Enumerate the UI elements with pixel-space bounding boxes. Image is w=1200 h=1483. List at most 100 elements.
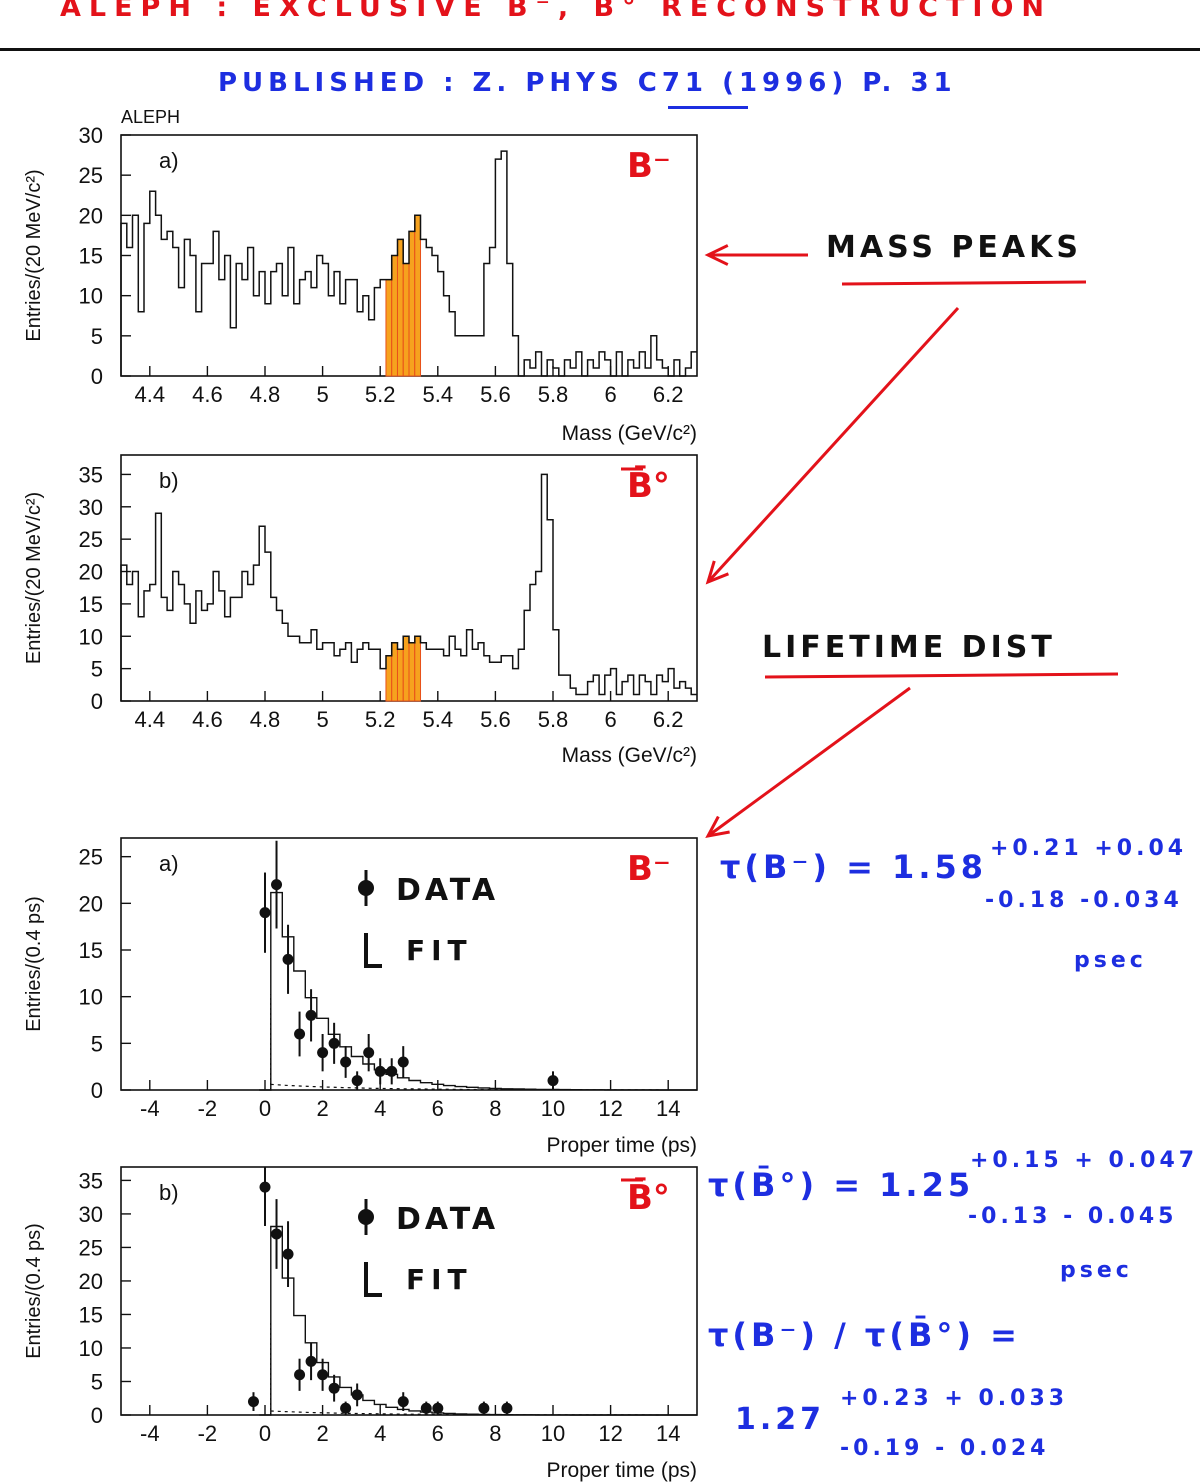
x-tick-label: 6 (432, 1096, 444, 1121)
signal-bin (396, 648, 404, 702)
data-point (351, 1389, 363, 1401)
particle-label: B̄° (627, 1176, 670, 1218)
x-axis-label: Proper time (ps) (546, 1134, 697, 1157)
signal-bin (414, 635, 422, 702)
x-tick-label: 5.6 (480, 382, 511, 407)
legend-data-text: DATA (396, 1202, 499, 1237)
publication-reference: PUBLISHED : Z. PHYS C71 (1996) P. 31 (218, 68, 957, 98)
panel-label: a) (159, 148, 179, 173)
legend-fit-text: FIT (406, 934, 473, 967)
tau-b0-unit: psec (1060, 1258, 1133, 1283)
x-tick-label: 5.2 (365, 382, 396, 407)
mass-histogram (120, 473, 697, 701)
lifetime-dist-label: LIFETIME DIST (762, 630, 1056, 665)
x-tick-label: 0 (259, 1421, 271, 1446)
y-axis-label: Entries/(0.4 ps) (23, 896, 45, 1032)
y-tick-label: 5 (91, 1031, 103, 1056)
signal-bin (391, 642, 398, 702)
y-tick-label: 20 (79, 560, 103, 585)
data-point (478, 1402, 490, 1414)
tau-b0-result: τ(B̄°) = 1.25 (708, 1166, 975, 1204)
data-point (328, 1037, 340, 1049)
x-tick-label: 0 (259, 1096, 271, 1121)
data-point (305, 1355, 317, 1367)
data-point (271, 1228, 283, 1240)
data-point (363, 1047, 375, 1059)
x-axis-label: Proper time (ps) (546, 1459, 697, 1482)
x-tick-label: 10 (541, 1096, 565, 1121)
chart-panel-1: 0 5 10 15 20 25 30 4.4 4.6 4.8 5 5.2 5.4 5.6 5.8 6 6.2 Ma… (23, 107, 698, 445)
mass-peaks-arrow-top-head (704, 244, 729, 266)
y-tick-label: 30 (79, 123, 103, 148)
y-axis-label: Entries/(20 MeV/c²) (23, 169, 45, 341)
x-tick-label: 4 (374, 1421, 386, 1446)
data-point (259, 907, 271, 919)
x-tick-label: 5.2 (365, 707, 396, 732)
x-tick-label: 12 (598, 1096, 622, 1121)
lifetime-arrow (707, 686, 911, 838)
x-tick-label: 8 (489, 1096, 501, 1121)
legend-fit-marker (364, 933, 382, 968)
data-point (397, 1056, 409, 1068)
x-tick-label: 6 (604, 382, 616, 407)
x-tick-label: 14 (656, 1421, 680, 1446)
signal-bin (385, 279, 393, 377)
data-point (340, 1056, 352, 1068)
data-point (294, 1369, 306, 1381)
legend-fit-marker (364, 1262, 382, 1297)
y-tick-label: 15 (79, 938, 103, 963)
particle-label: B⁻ (627, 849, 671, 889)
x-tick-label: 4.8 (250, 382, 281, 407)
y-tick-label: 10 (79, 284, 103, 309)
lifetime-ratio-minus-errors: -0.19 - 0.024 (840, 1436, 1050, 1461)
aleph-watermark: ALEPH (121, 107, 180, 127)
y-tick-label: 25 (79, 845, 103, 870)
y-tick-label: 10 (79, 1336, 103, 1361)
data-point (259, 1181, 271, 1193)
legend-data-marker (358, 1209, 374, 1225)
y-tick-label: 25 (79, 527, 103, 552)
data-point (386, 1065, 398, 1077)
signal-bin (402, 263, 410, 377)
x-tick-label: 6 (604, 707, 616, 732)
x-tick-label: 14 (656, 1096, 680, 1121)
tau-bminus-result: τ(B⁻) = 1.58 (720, 848, 987, 886)
tau-bminus-unit: psec (1074, 948, 1147, 973)
data-point (328, 1382, 340, 1394)
particle-label: B̄° (627, 464, 670, 506)
y-tick-label: 15 (79, 592, 103, 617)
x-axis-label: Mass (GeV/c²) (562, 422, 697, 445)
title-divider (0, 48, 1200, 51)
chart-panel-4: 0 5 10 15 20 25 30 35 -4 -2 0 2 4 6 8 10 12 14 Proper time… (23, 1166, 698, 1482)
x-tick-label: 4.4 (135, 382, 166, 407)
y-tick-label: 20 (79, 891, 103, 916)
y-tick-label: 25 (79, 163, 103, 188)
data-point (294, 1028, 306, 1040)
plot-frame (120, 837, 698, 1091)
panel-label: b) (159, 1180, 179, 1205)
y-tick-label: 15 (79, 1302, 103, 1327)
chart-panel-3: 0 5 10 15 20 25 -4 -2 0 2 4 6 8 10 12 14 Proper time (ps… (23, 837, 698, 1157)
y-tick-label: 35 (79, 1168, 103, 1193)
data-point (547, 1075, 559, 1087)
data-point (282, 1248, 294, 1260)
x-tick-label: -2 (198, 1096, 218, 1121)
x-tick-label: -4 (140, 1096, 160, 1121)
panel-label: a) (159, 851, 179, 876)
mass-peaks-arrow-bottom (706, 306, 960, 584)
signal-bin (385, 655, 393, 702)
publication-underline (668, 106, 748, 109)
signal-bin (402, 635, 410, 702)
data-point (397, 1396, 409, 1408)
legend-data-marker (358, 880, 374, 896)
data-point (247, 1396, 259, 1408)
x-tick-label: 8 (489, 1421, 501, 1446)
mass-peaks-label: MASS PEAKS (826, 230, 1082, 265)
y-tick-label: 10 (79, 985, 103, 1010)
x-tick-label: 5.4 (423, 382, 454, 407)
tau-b0-plus-errors: +0.15 + 0.047 (970, 1148, 1199, 1173)
x-tick-label: 4.4 (135, 707, 166, 732)
x-tick-label: 12 (598, 1421, 622, 1446)
y-axis-label: Entries/(20 MeV/c²) (23, 492, 45, 664)
tau-bminus-minus-errors: -0.18 -0.034 (985, 888, 1183, 913)
